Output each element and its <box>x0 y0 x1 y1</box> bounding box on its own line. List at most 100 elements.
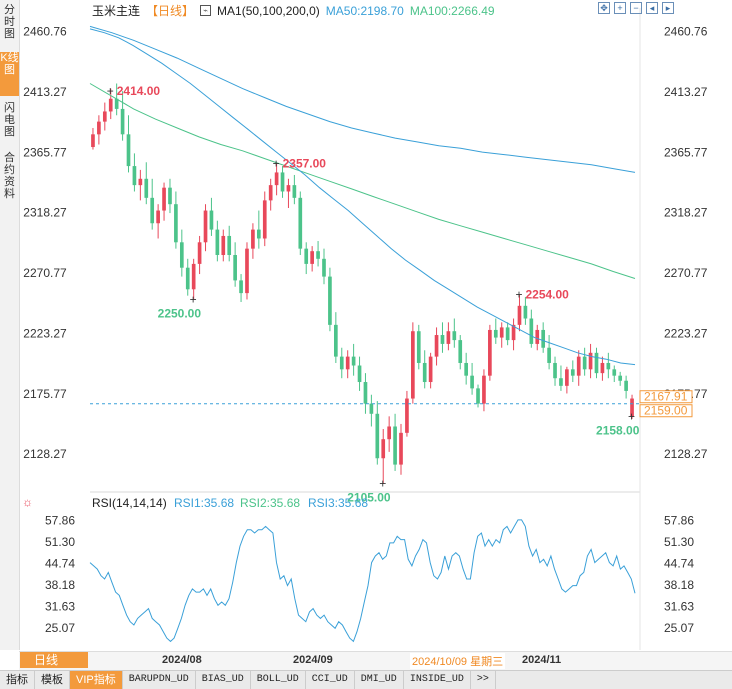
rsi-line <box>89 519 636 643</box>
candle-body <box>138 178 143 186</box>
candle-body <box>162 187 166 211</box>
candle-body <box>316 251 320 259</box>
extreme-marker: + <box>379 477 386 491</box>
candle-body <box>440 335 445 344</box>
ma200-line <box>89 25 636 173</box>
candle-body <box>422 362 427 383</box>
candle-body <box>523 305 528 319</box>
tab-templates[interactable]: 模板 <box>35 671 70 689</box>
candle-body <box>618 375 623 381</box>
period-label[interactable]: 【日线】 <box>146 4 195 18</box>
candle-body <box>339 356 344 370</box>
tab-lightning[interactable]: 闪电图 <box>4 102 15 138</box>
candle-body <box>245 248 249 294</box>
move-icon[interactable]: ✥ <box>598 2 610 14</box>
y-tick-label-left: 2365.77 <box>23 145 67 159</box>
candle-body <box>393 426 397 465</box>
candle-body <box>458 340 463 363</box>
candle-body <box>434 335 439 357</box>
instrument-title: 玉米主连 <box>92 4 141 18</box>
candle-body <box>630 398 634 417</box>
candle-body <box>535 329 540 344</box>
ma50-line <box>89 28 636 366</box>
candle-body <box>446 331 451 344</box>
rsi-series-label: RSI3:35.68 <box>308 496 368 510</box>
tab-kline[interactable]: K线图 <box>0 52 19 96</box>
candle-body <box>405 398 409 433</box>
rsi-series-label: RSI2:35.68 <box>240 496 300 510</box>
candle-body <box>547 347 551 363</box>
high-label: 2357.00 <box>283 157 327 171</box>
y-tick-label-left: 2128.27 <box>23 447 67 461</box>
y-tick-label-right: 2413.27 <box>664 85 708 99</box>
tab-cci[interactable]: CCI_UD <box>306 671 355 689</box>
tab-barupdn[interactable]: BARUPDN_UD <box>123 671 196 689</box>
candle-body <box>570 369 575 376</box>
rsi-tick-right: 31.63 <box>664 600 694 614</box>
scroll-right-icon[interactable]: ▸ <box>662 2 674 14</box>
rsi-tick-left: 38.18 <box>45 578 75 592</box>
tab-contract-info[interactable]: 合约资料 <box>4 152 15 200</box>
chart-header: 玉米主连 【日线】 ⌁ MA1(50,100,200,0) MA50:2198.… <box>92 2 495 19</box>
left-sidebar: 分时图 K线图 闪电图 合约资料 <box>0 0 20 650</box>
toolbar: ✥ + − ◂ ▸ <box>598 2 674 14</box>
tab-timeshare[interactable]: 分时图 <box>4 4 15 40</box>
tab-inside[interactable]: INSIDE_UD <box>404 671 471 689</box>
candle-body <box>588 352 593 370</box>
rsi-settings-icon: ☼ <box>22 495 33 509</box>
candle-body <box>594 352 599 374</box>
candle-body <box>334 324 338 357</box>
tab-more[interactable]: >> <box>471 671 496 689</box>
period-button[interactable]: 日线 <box>20 652 88 668</box>
extreme-marker: + <box>628 409 635 423</box>
candle-body <box>351 356 356 366</box>
candle-body <box>91 134 95 148</box>
candle-body <box>399 432 403 465</box>
candle-body <box>221 235 226 255</box>
candle-body <box>476 388 480 404</box>
y-tick-label-left: 2270.77 <box>23 266 67 280</box>
candle-body <box>292 185 297 198</box>
candle-body <box>612 369 617 376</box>
zoom-out-icon[interactable]: − <box>630 2 642 14</box>
low-label: 2158.00 <box>596 423 640 437</box>
candle-body <box>381 439 386 459</box>
tab-vip-indicators[interactable]: VIP指标 <box>70 671 123 689</box>
candle-body <box>470 375 474 389</box>
candle-body <box>150 197 155 224</box>
tab-dmi[interactable]: DMI_UD <box>355 671 404 689</box>
candle-body <box>499 327 504 338</box>
extreme-marker: + <box>190 292 197 306</box>
tab-bias[interactable]: BIAS_UD <box>196 671 251 689</box>
candle-body <box>565 369 569 386</box>
candle-body <box>168 187 172 205</box>
y-tick-label-left: 2223.27 <box>23 326 67 340</box>
high-label: 2254.00 <box>525 287 569 301</box>
candle-body <box>345 356 350 370</box>
tab-boll[interactable]: BOLL_UD <box>251 671 306 689</box>
candle-body <box>452 331 457 341</box>
y-tick-label-right: 2128.27 <box>664 447 708 461</box>
chart-settings-icon[interactable]: ⌁ <box>200 5 212 16</box>
candle-body <box>191 263 196 290</box>
candle-body <box>559 378 563 386</box>
candle-body <box>416 331 421 363</box>
chart-canvas[interactable]: 2460.76 2460.76 2413.27 2413.27 2365.77 2365.… <box>0 0 732 650</box>
x-axis-bar <box>19 651 732 670</box>
rsi-tick-right: 25.07 <box>664 621 694 635</box>
candle-body <box>375 413 380 459</box>
candle-body <box>251 229 255 249</box>
zoom-in-icon[interactable]: + <box>614 2 626 14</box>
candle-body <box>102 111 107 122</box>
candle-body <box>541 329 546 348</box>
candle-body <box>505 327 510 341</box>
ma100-value: MA100:2266.49 <box>409 3 495 18</box>
tab-indicators[interactable]: 指标 <box>0 671 35 689</box>
x-tick-label: 2024/09 <box>293 654 333 666</box>
scroll-left-icon[interactable]: ◂ <box>646 2 658 14</box>
rsi-tick-left: 25.07 <box>45 621 75 635</box>
candle-body <box>328 276 332 325</box>
candle-body <box>280 172 285 192</box>
candle-body <box>298 197 303 249</box>
candle-body <box>185 267 190 290</box>
